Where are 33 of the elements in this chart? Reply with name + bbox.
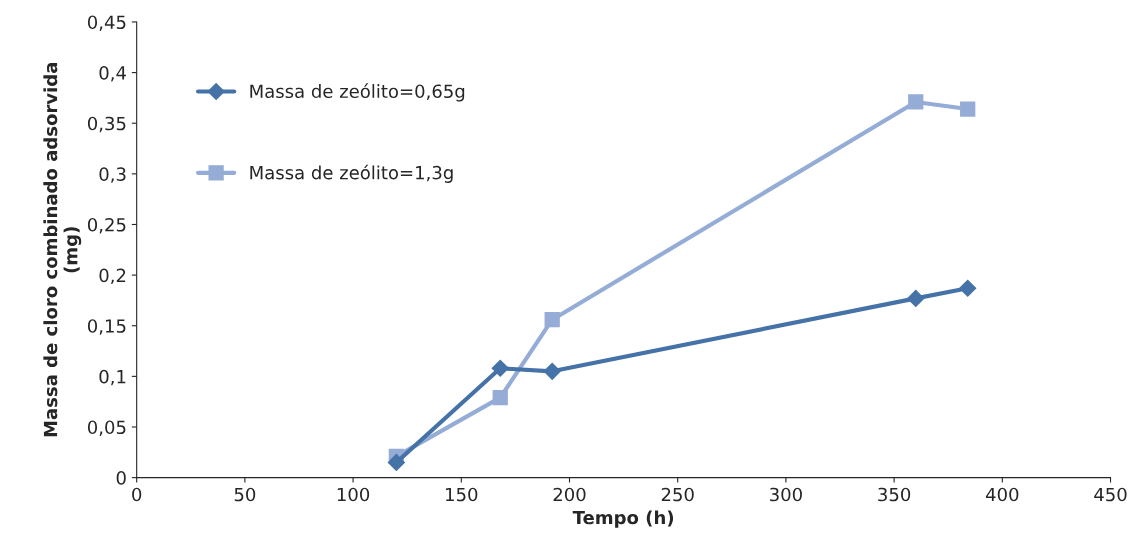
y-tick-label: 0,35 <box>87 116 126 133</box>
y-tick-label: 0,45 <box>87 15 126 31</box>
point <box>958 279 977 298</box>
legend-label: Massa de zeólito=0,65g <box>250 83 465 102</box>
y-tick-label: 0,2 <box>99 268 126 285</box>
x-axis-title: Tempo (h) <box>572 510 674 528</box>
point <box>543 362 562 381</box>
x-tick-label: 150 <box>446 487 478 502</box>
y-tick-label: 0,05 <box>87 420 126 436</box>
point <box>960 101 976 117</box>
x-tick-label: 400 <box>985 487 1019 502</box>
x-tick-label: 300 <box>770 487 802 502</box>
x-tick-label: 50 <box>234 487 256 502</box>
x-tick-label: 200 <box>553 487 586 502</box>
legend-label: Massa de zeólito=1,3g <box>250 164 453 183</box>
x-tick-label: 0 <box>132 487 142 502</box>
x-tick-label: 450 <box>1094 487 1127 502</box>
x-tick-label: 100 <box>337 487 370 502</box>
x-tick-label: 250 <box>661 487 694 502</box>
x-tick-label: 350 <box>878 487 911 502</box>
point <box>491 359 510 378</box>
point <box>387 453 406 472</box>
y-tick-label: 0 <box>116 471 126 485</box>
y-tick-label: 0,25 <box>87 217 126 234</box>
y-axis-title: Massa de cloro combinado adsorvida (mg) <box>43 63 82 437</box>
y-tick-label: 0,1 <box>99 369 126 386</box>
point <box>544 312 560 328</box>
y-tick-label: 0,15 <box>87 319 126 335</box>
point <box>906 289 925 308</box>
y-tick-label: 0,4 <box>99 66 126 82</box>
point <box>908 94 924 110</box>
point <box>492 390 508 406</box>
y-tick-label: 0,3 <box>99 167 126 183</box>
